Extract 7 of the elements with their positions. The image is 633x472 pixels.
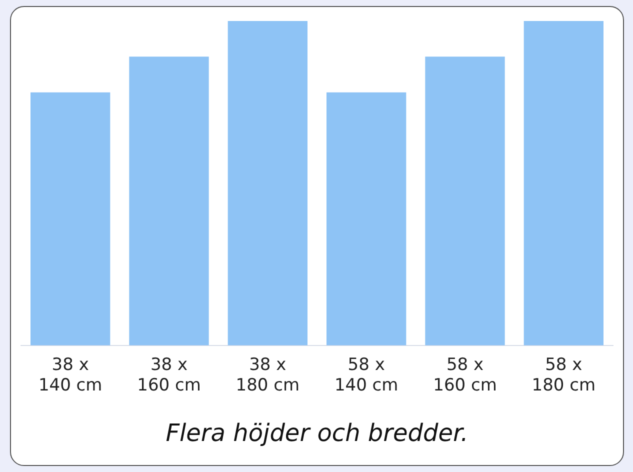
x-tick-label: 38 x 180 cm (236, 355, 300, 396)
x-tick-label: 38 x 140 cm (38, 355, 102, 396)
text: Flera höjder och bredder. (166, 418, 468, 447)
x-tick-label: 58 x 140 cm (334, 355, 398, 396)
x-tick-label: 58 x 180 cm (532, 355, 596, 396)
x-tick-label: 38 x 160 cm (137, 355, 201, 396)
x-tick-label: 58 x 160 cm (433, 355, 497, 396)
